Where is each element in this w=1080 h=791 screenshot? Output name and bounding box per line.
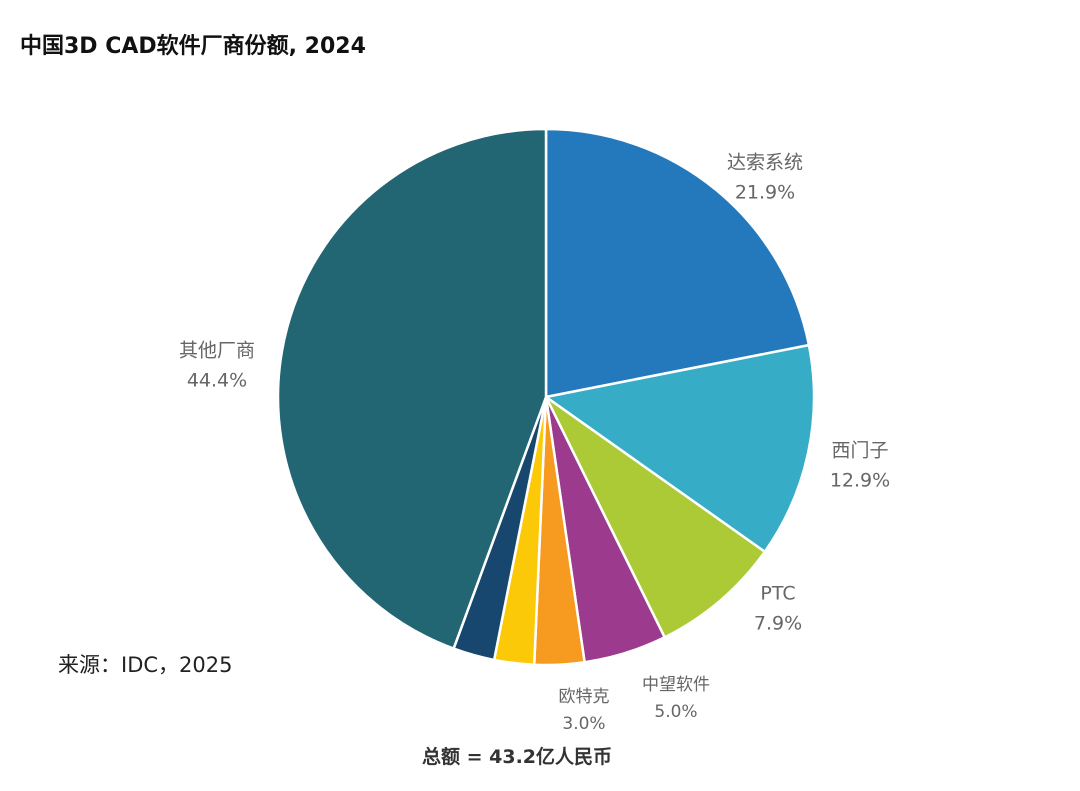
chart-title: 中国3D CAD软件厂商份额, 2024 <box>20 34 366 59</box>
source-note: 来源：IDC，2025 <box>58 653 233 677</box>
slice-label-name: 中望软件 <box>642 675 710 695</box>
pie-slice-其他厂商 <box>276 127 548 650</box>
pie-slices <box>276 127 816 667</box>
slice-label-value: 7.9% <box>754 613 802 635</box>
slice-label-name: 西门子 <box>831 440 888 462</box>
slice-label-name: PTC <box>760 583 795 605</box>
pie-slice-西门子 <box>544 343 816 554</box>
slice-label-value: 3.0% <box>562 714 605 734</box>
total-note: 总额 = 43.2亿人民币 <box>421 746 613 768</box>
slice-label-value: 21.9% <box>735 182 795 204</box>
slice-label-value: 44.4% <box>187 370 247 392</box>
slice-label-value: 12.9% <box>830 470 890 492</box>
pie-slice-PTC <box>544 395 767 639</box>
slice-label-value: 5.0% <box>654 702 697 722</box>
slice-label-name: 达索系统 <box>727 152 803 174</box>
pie-labels: 达索系统 21.9% 西门子 12.9% PTC 7.9% 中望软件 5.0% 欧特克 3.0% 其… <box>179 152 890 735</box>
slice-label-name: 其他厂商 <box>179 340 255 362</box>
pie-slice-达索系统 <box>544 127 811 399</box>
slice-label-name: 欧特克 <box>559 687 610 707</box>
